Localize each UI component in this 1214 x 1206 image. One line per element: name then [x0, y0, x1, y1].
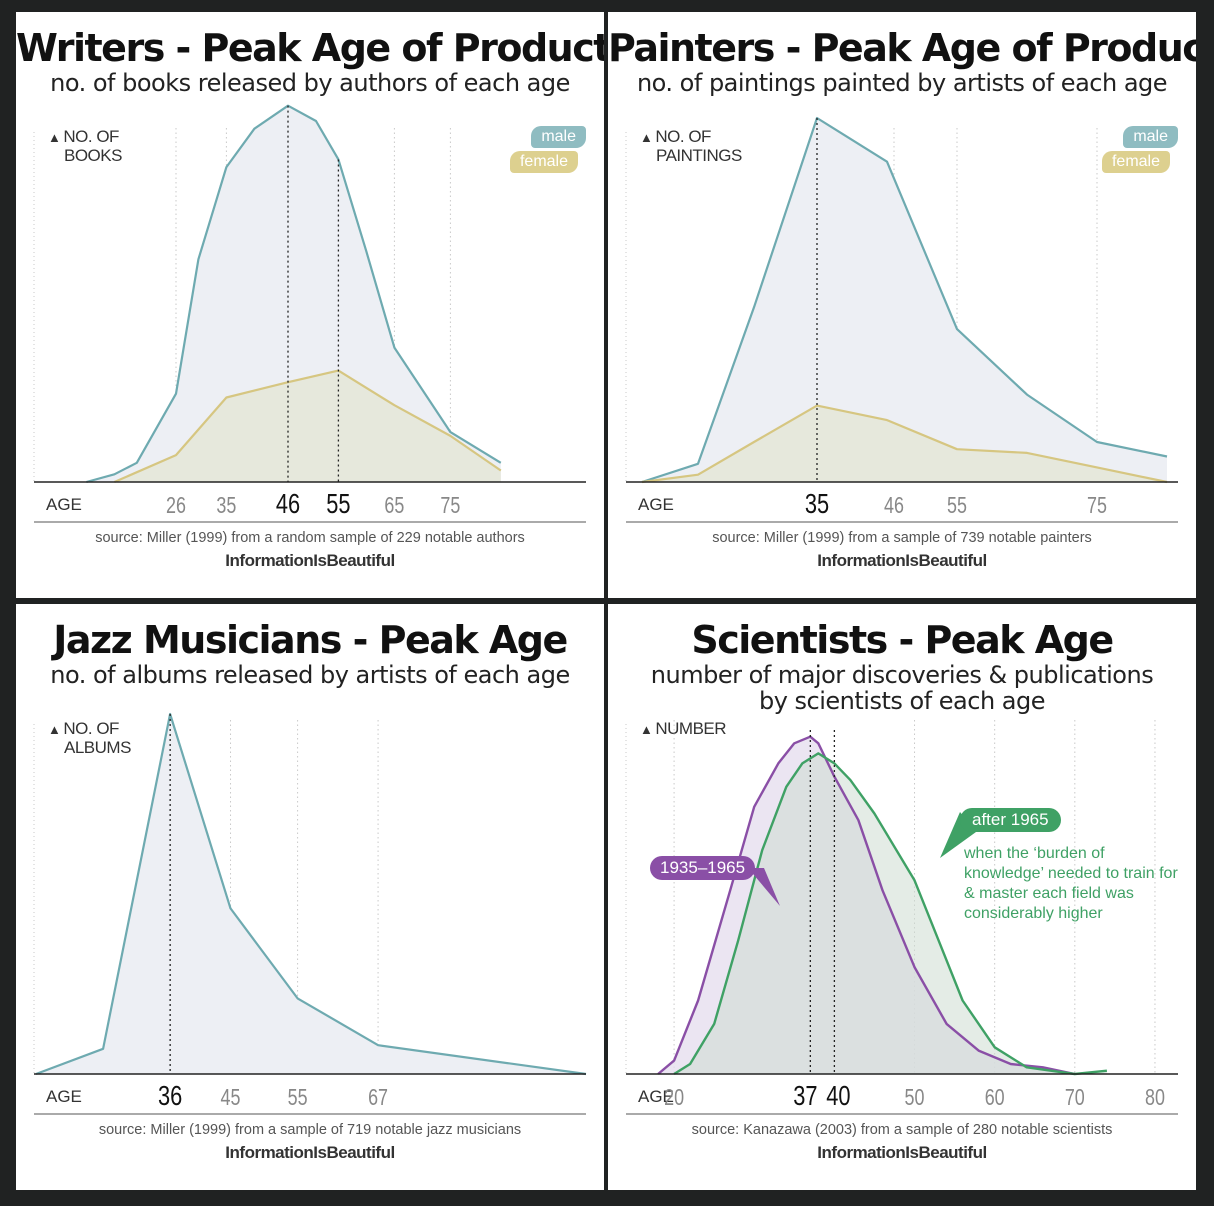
series-line-male	[86, 104, 502, 484]
tick-label: 46	[276, 488, 300, 519]
series-line-1935–1965	[657, 735, 1076, 1076]
series-line-female	[641, 404, 1168, 484]
legend-male: male	[531, 126, 586, 148]
tick-label: 55	[326, 488, 350, 519]
chart: AGE 36 45 55 67	[33, 712, 587, 1115]
writers-panel: Writers - Peak Age of Production no. of …	[16, 12, 604, 598]
tick-label: 36	[158, 1080, 182, 1111]
tick-label: 37	[793, 1080, 817, 1111]
panel-title: Writers - Peak Age of Production	[16, 26, 604, 70]
series-area-main	[36, 714, 586, 1074]
x-axis-label: AGE	[638, 495, 674, 514]
legend-female: female	[1101, 151, 1170, 173]
series-line-male	[641, 116, 1168, 484]
brand-logo: InformationIsBeautiful	[225, 1143, 395, 1162]
panel-title: Jazz Musicians - Peak Age	[53, 618, 568, 662]
series-area-female	[642, 405, 1167, 482]
legend-male: male	[1123, 126, 1178, 148]
tick-label: 35	[216, 493, 236, 519]
y-axis-label: ▲ NUMBER	[640, 719, 727, 738]
series-area-male	[86, 105, 501, 482]
tick-label: 46	[884, 493, 904, 519]
jazz-panel: Jazz Musicians - Peak Age no. of albums …	[16, 604, 604, 1190]
chart: AGE 26 35 46 55 65 75	[33, 104, 586, 523]
tick-label: 35	[805, 488, 829, 519]
panel-subtitle: no. of books released by authors of each…	[50, 69, 570, 97]
triangle-up-icon: ▲	[48, 130, 61, 145]
tick-label: 55	[288, 1085, 308, 1111]
source-note: source: Miller (1999) from a random samp…	[95, 530, 525, 546]
scientists-panel: Scientists - Peak Age number of major di…	[608, 604, 1196, 1190]
panel-title: Scientists - Peak Age	[691, 618, 1114, 662]
series-line-female	[113, 369, 502, 484]
tick-label: 80	[1145, 1085, 1165, 1111]
tick-label: 50	[905, 1085, 925, 1111]
series-line-main	[35, 712, 587, 1076]
y-axis-label: ▲ NO. OF ALBUMS	[48, 719, 131, 757]
tick-label: 67	[368, 1085, 388, 1111]
tick-label: 65	[384, 493, 404, 519]
series-line-after 1965	[673, 752, 1108, 1076]
callout-pointer-early	[748, 868, 780, 906]
series-area-male	[642, 118, 1167, 482]
source-note: source: Miller (1999) from a sample of 7…	[712, 530, 1092, 546]
series-area-female	[114, 370, 501, 482]
tick-label: 40	[826, 1080, 850, 1111]
triangle-up-icon: ▲	[640, 130, 653, 145]
x-axis-label: AGE	[638, 1087, 674, 1106]
tick-label: 70	[1065, 1085, 1085, 1111]
legend-female: female	[509, 151, 578, 173]
panel-subtitle: number of major discoveries & publicatio…	[650, 661, 1154, 715]
series-area-after 1965	[674, 753, 1107, 1074]
callout-1935-1965: 1935–1965	[650, 856, 756, 880]
x-axis-label: AGE	[46, 1087, 82, 1106]
panel-subtitle: no. of paintings painted by artists of e…	[636, 69, 1168, 97]
y-axis-label: ▲ NO. OF PAINTINGS	[640, 127, 742, 165]
x-axis-label: AGE	[46, 495, 82, 514]
tick-label: 60	[985, 1085, 1005, 1111]
y-axis-label: ▲ NO. OF BOOKS	[48, 127, 122, 165]
source-note: source: Miller (1999) from a sample of 7…	[98, 1122, 522, 1138]
callout-after-1965: after 1965	[960, 808, 1061, 832]
tick-label: 75	[1087, 493, 1107, 519]
brand-logo: InformationIsBeautiful	[817, 1143, 987, 1162]
painters-panel: Painters - Peak Age of Production no. of…	[608, 12, 1196, 598]
panel-subtitle: no. of albums released by artists of eac…	[50, 661, 570, 689]
annotation-text: when the ‘burden of knowledge’ needed to…	[964, 845, 1178, 922]
panel-title: Painters - Peak Age of Production	[608, 26, 1196, 70]
tick-label: 20	[664, 1085, 684, 1111]
tick-label: 45	[221, 1085, 241, 1111]
tick-label: 26	[166, 493, 186, 519]
tick-label: 55	[947, 493, 967, 519]
brand-logo: InformationIsBeautiful	[817, 551, 987, 570]
brand-logo: InformationIsBeautiful	[225, 551, 395, 570]
chart: AGE 35 46 55 75	[625, 116, 1178, 523]
triangle-up-icon: ▲	[48, 722, 61, 737]
triangle-up-icon: ▲	[640, 722, 653, 737]
tick-label: 75	[440, 493, 460, 519]
source-note: source: Kanazawa (2003) from a sample of…	[691, 1122, 1113, 1138]
